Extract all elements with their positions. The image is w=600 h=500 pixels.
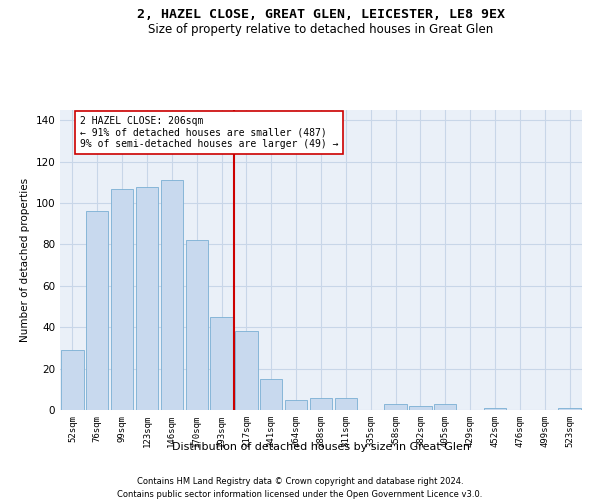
Y-axis label: Number of detached properties: Number of detached properties bbox=[20, 178, 30, 342]
Text: Contains public sector information licensed under the Open Government Licence v3: Contains public sector information licen… bbox=[118, 490, 482, 499]
Bar bbox=[185, 240, 208, 410]
Bar bbox=[559, 408, 581, 410]
Bar bbox=[310, 398, 332, 410]
Bar bbox=[111, 188, 133, 410]
Bar bbox=[211, 317, 233, 410]
Bar bbox=[409, 406, 431, 410]
Bar bbox=[61, 350, 83, 410]
Bar bbox=[235, 332, 257, 410]
Bar bbox=[335, 398, 357, 410]
Bar bbox=[285, 400, 307, 410]
Text: 2 HAZEL CLOSE: 206sqm
← 91% of detached houses are smaller (487)
9% of semi-deta: 2 HAZEL CLOSE: 206sqm ← 91% of detached … bbox=[80, 116, 338, 150]
Text: 2, HAZEL CLOSE, GREAT GLEN, LEICESTER, LE8 9EX: 2, HAZEL CLOSE, GREAT GLEN, LEICESTER, L… bbox=[137, 8, 505, 20]
Bar bbox=[161, 180, 183, 410]
Bar bbox=[385, 404, 407, 410]
Bar bbox=[86, 212, 109, 410]
Text: Distribution of detached houses by size in Great Glen: Distribution of detached houses by size … bbox=[172, 442, 470, 452]
Text: Size of property relative to detached houses in Great Glen: Size of property relative to detached ho… bbox=[148, 22, 494, 36]
Bar bbox=[260, 379, 283, 410]
Bar bbox=[484, 408, 506, 410]
Text: Contains HM Land Registry data © Crown copyright and database right 2024.: Contains HM Land Registry data © Crown c… bbox=[137, 478, 463, 486]
Bar bbox=[434, 404, 457, 410]
Bar bbox=[136, 186, 158, 410]
